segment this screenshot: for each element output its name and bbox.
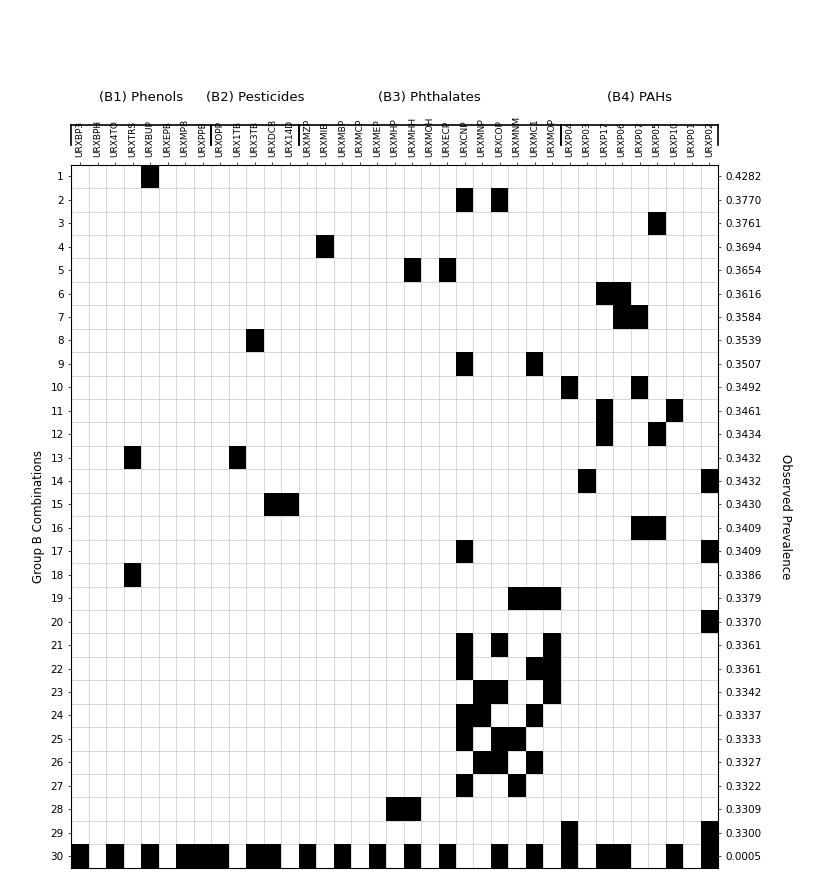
- Bar: [526, 704, 543, 727]
- Bar: [456, 634, 474, 657]
- Bar: [666, 845, 683, 868]
- Text: (B1) Phenols: (B1) Phenols: [99, 91, 183, 104]
- Bar: [474, 680, 491, 704]
- Bar: [543, 680, 561, 704]
- Bar: [526, 587, 543, 610]
- Bar: [648, 212, 666, 235]
- Bar: [456, 352, 474, 376]
- Bar: [456, 727, 474, 750]
- Bar: [403, 845, 421, 868]
- Text: (B2) Pesticides: (B2) Pesticides: [206, 91, 304, 104]
- Bar: [596, 423, 613, 446]
- Bar: [107, 845, 123, 868]
- Text: (B3) Phthalates: (B3) Phthalates: [378, 91, 481, 104]
- Bar: [456, 774, 474, 797]
- Bar: [299, 845, 316, 868]
- Bar: [596, 399, 613, 423]
- Bar: [491, 634, 508, 657]
- Y-axis label: Group B Combinations: Group B Combinations: [32, 449, 45, 583]
- Bar: [438, 845, 456, 868]
- Bar: [701, 845, 718, 868]
- Text: (B4) PAHs: (B4) PAHs: [607, 91, 672, 104]
- Bar: [508, 727, 526, 750]
- Bar: [596, 845, 613, 868]
- Bar: [246, 328, 264, 352]
- Bar: [228, 446, 246, 469]
- Bar: [543, 587, 561, 610]
- Bar: [123, 446, 141, 469]
- Bar: [526, 750, 543, 774]
- Bar: [456, 657, 474, 680]
- Bar: [701, 469, 718, 493]
- Bar: [631, 305, 648, 328]
- Bar: [386, 797, 403, 821]
- Bar: [369, 845, 386, 868]
- Bar: [474, 704, 491, 727]
- Bar: [561, 845, 579, 868]
- Bar: [264, 493, 281, 516]
- Bar: [491, 845, 508, 868]
- Bar: [526, 352, 543, 376]
- Bar: [211, 845, 228, 868]
- Bar: [316, 235, 333, 258]
- Bar: [71, 845, 89, 868]
- Bar: [508, 587, 526, 610]
- Bar: [613, 845, 631, 868]
- Bar: [141, 165, 159, 188]
- Bar: [631, 516, 648, 539]
- Bar: [508, 774, 526, 797]
- Bar: [561, 821, 579, 845]
- Bar: [543, 657, 561, 680]
- Bar: [666, 399, 683, 423]
- Y-axis label: Observed Prevalence: Observed Prevalence: [779, 454, 792, 578]
- Bar: [246, 845, 264, 868]
- Bar: [648, 516, 666, 539]
- Bar: [491, 188, 508, 212]
- Bar: [491, 680, 508, 704]
- Bar: [491, 750, 508, 774]
- Bar: [403, 797, 421, 821]
- Bar: [456, 188, 474, 212]
- Bar: [281, 493, 299, 516]
- Bar: [194, 845, 211, 868]
- Bar: [176, 845, 194, 868]
- Bar: [456, 539, 474, 563]
- Bar: [613, 305, 631, 328]
- Bar: [526, 845, 543, 868]
- Bar: [141, 845, 159, 868]
- Bar: [474, 750, 491, 774]
- Bar: [123, 563, 141, 587]
- Bar: [613, 282, 631, 305]
- Bar: [701, 610, 718, 634]
- Bar: [456, 704, 474, 727]
- Bar: [543, 634, 561, 657]
- Bar: [403, 258, 421, 282]
- Bar: [264, 845, 281, 868]
- Bar: [561, 376, 579, 399]
- Bar: [701, 539, 718, 563]
- Bar: [631, 376, 648, 399]
- Bar: [648, 423, 666, 446]
- Bar: [526, 657, 543, 680]
- Bar: [701, 821, 718, 845]
- Bar: [596, 282, 613, 305]
- Bar: [438, 258, 456, 282]
- Bar: [579, 469, 596, 493]
- Bar: [491, 727, 508, 750]
- Bar: [333, 845, 351, 868]
